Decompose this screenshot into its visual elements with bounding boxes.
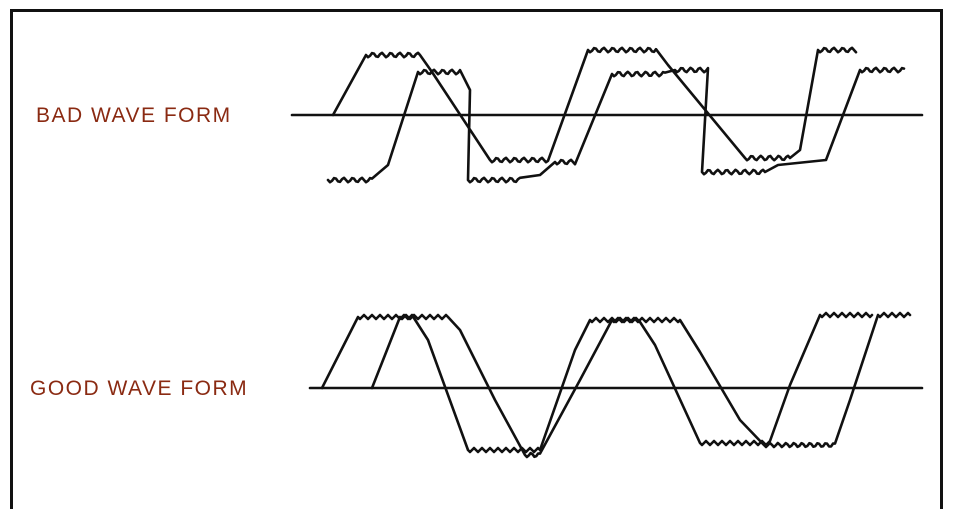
good-wave-a	[320, 311, 874, 454]
bad-wave-a	[331, 46, 858, 164]
good-wave-b	[370, 311, 912, 459]
bad-wave-form-label: BAD WAVE FORM	[36, 104, 232, 127]
good-wave-form-label: GOOD WAVE FORM	[30, 377, 249, 400]
diagram-frame	[10, 9, 943, 509]
bad-wave-b	[326, 66, 906, 184]
